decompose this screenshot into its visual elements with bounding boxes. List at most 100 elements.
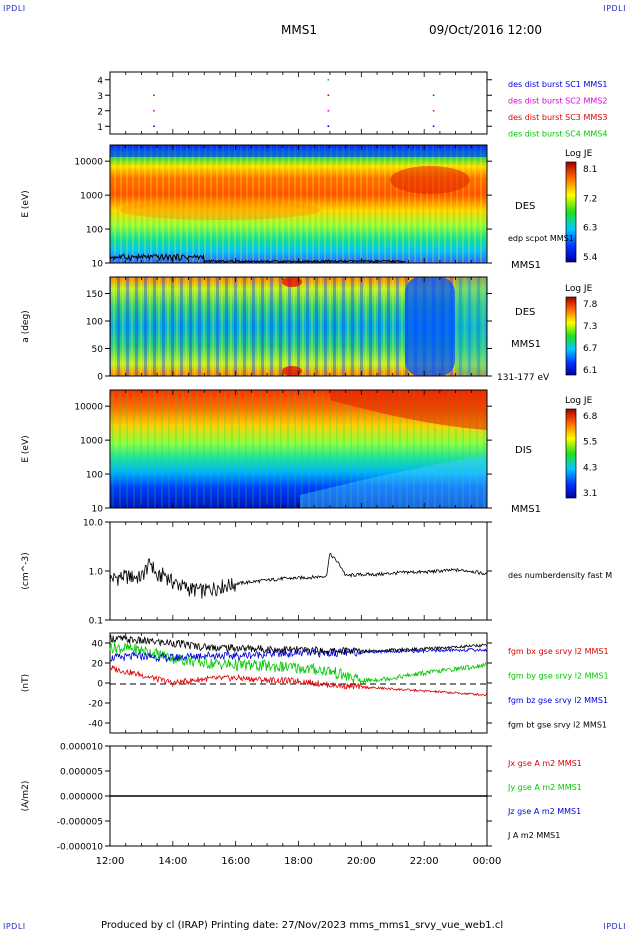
colorbar-title: Log JE xyxy=(565,396,593,406)
y-tick-label: 0 xyxy=(97,373,103,383)
time-tick-label: 20:00 xyxy=(347,856,376,867)
time-tick-label: 12:00 xyxy=(96,856,125,867)
y-tick-label: 3 xyxy=(97,92,103,102)
density-y-axis: 0.1 1.0 10.0 (cm^-3) xyxy=(21,519,492,627)
des-energy-band xyxy=(120,200,320,220)
time-tick-label: 16:00 xyxy=(221,856,250,867)
y-tick-label: 50 xyxy=(92,345,104,355)
corner-mark-bottom-right: IPDLI xyxy=(603,922,626,931)
y-tick-label: -40 xyxy=(88,720,103,730)
edp-scpot-label: edp scpot MMS1 xyxy=(508,234,574,243)
y-tick-label: -20 xyxy=(88,700,103,710)
des-energy-hot-spot xyxy=(390,166,470,194)
magnetic-field-line xyxy=(109,664,488,697)
burst-point xyxy=(153,109,155,112)
y-tick-label: -0.000005 xyxy=(57,818,103,828)
y-tick-label: 0 xyxy=(97,680,103,690)
footer-credit: Produced by cl (IRAP) Printing date: 27/… xyxy=(101,920,504,931)
magnetic-field-legend-entry: fgm by gse srvy l2 MMS1 xyxy=(508,672,609,681)
y-tick-label: 100 xyxy=(86,226,103,236)
des-pitch-red-spot-bottom xyxy=(282,366,302,376)
dis-energy-y-axis: 10 100 1000 10000 E (eV) xyxy=(21,403,492,515)
des-pitch-spacecraft-label: MMS1 xyxy=(511,339,541,350)
des-pitch-late-region xyxy=(455,277,487,376)
time-tick-label: 00:00 xyxy=(473,856,502,867)
y-axis-label: E (eV) xyxy=(21,190,31,217)
colorbar-title: Log JE xyxy=(565,149,593,159)
current-density-legend-entry: Jx gse A m2 MMS1 xyxy=(507,759,582,768)
time-tick-label: 14:00 xyxy=(158,856,187,867)
y-tick-label: -0.000010 xyxy=(57,843,103,853)
colorbar-tick-label: 3.1 xyxy=(583,489,597,499)
panel-dis-energy: 10 100 1000 10000 E (eV) xyxy=(21,389,492,515)
burst-y-axis: 1 2 3 4 xyxy=(97,76,492,133)
colorbar-title: Log JE xyxy=(565,284,593,294)
corner-mark-top-left: IPDLI xyxy=(3,4,26,13)
current-density-legend-entry: Jz gse A m2 MMS1 xyxy=(507,807,581,816)
y-axis-label: a (deg) xyxy=(21,310,31,342)
colorbar-tick-label: 6.3 xyxy=(583,224,597,234)
colorbar-tick-label: 7.8 xyxy=(583,300,598,310)
y-tick-label: 1 xyxy=(97,123,103,133)
burst-point xyxy=(153,125,155,128)
y-tick-label: 10 xyxy=(92,505,104,515)
y-tick-label: 0.1 xyxy=(89,617,103,627)
y-tick-label: 0.000010 xyxy=(60,743,103,753)
density-series xyxy=(109,552,488,599)
y-tick-label: 40 xyxy=(92,640,104,650)
panel-des-energy: 10 100 1000 10000 E (eV) xyxy=(21,144,492,270)
colorbar-des-energy-scale xyxy=(565,161,577,263)
time-tick-label: 18:00 xyxy=(284,856,313,867)
des-energy-spacecraft-label: MMS1 xyxy=(511,260,541,271)
y-tick-label: 2 xyxy=(97,107,103,117)
time-tick-label: 22:00 xyxy=(410,856,439,867)
panel-burst-frame xyxy=(109,71,488,135)
current-density-legend-entry: Jy gse A m2 MMS1 xyxy=(507,783,582,792)
colorbar-des-pitch-scale xyxy=(565,296,577,376)
dis-energy-spacecraft-label: MMS1 xyxy=(511,504,541,515)
current-density-y-axis: -0.000010 -0.000005 0.000000 0.000005 0.0000… xyxy=(21,743,492,853)
datetime-title: 09/Oct/2016 12:00 xyxy=(429,23,543,37)
colorbar-tick-label: 6.8 xyxy=(583,412,598,422)
burst-point xyxy=(327,78,330,81)
colorbar-tick-label: 6.1 xyxy=(583,366,597,376)
y-axis-label: (A/m2) xyxy=(21,781,31,812)
edp-scpot-line xyxy=(109,252,406,264)
burst-marks xyxy=(153,78,435,128)
panel-current-density: -0.000010 -0.000005 0.000000 0.000005 0.0000… xyxy=(21,743,492,853)
time-axis-ticks xyxy=(109,72,488,846)
des-pitch-blue-region xyxy=(405,277,455,376)
magnetic-field-legend-entry: fgm bx gse srvy l2 MMS1 xyxy=(508,647,609,656)
magnetic-field-legend-entry: fgm bt gse srvy l2 MMS1 xyxy=(508,721,607,730)
colorbar-tick-label: 7.3 xyxy=(583,322,597,332)
dis-energy-instrument-label: DIS xyxy=(515,445,532,456)
y-tick-label: 10.0 xyxy=(83,519,103,529)
dis-energy-late-region xyxy=(300,455,487,508)
colorbar-tick-label: 5.4 xyxy=(583,253,598,263)
y-tick-label: 1000 xyxy=(80,437,103,447)
burst-point xyxy=(327,94,330,97)
panel-density: 0.1 1.0 10.0 (cm^-3) xyxy=(21,519,492,627)
panel-des-pitch: 0 50 100 150 a (deg) xyxy=(21,276,492,383)
current-density-legend-entry: J A m2 MMS1 xyxy=(507,831,560,840)
panel-burst: 1 2 3 4 xyxy=(97,71,492,135)
dis-energy-hot-band xyxy=(330,390,487,430)
colorbar-tick-label: 5.5 xyxy=(583,438,597,448)
colorbar-tick-label: 4.3 xyxy=(583,463,597,473)
spacecraft-title: MMS1 xyxy=(281,23,317,37)
corner-mark-top-right: IPDLI xyxy=(603,4,626,13)
colorbar-dis-energy xyxy=(565,408,577,499)
burst-point xyxy=(153,94,155,97)
y-tick-label: 10000 xyxy=(74,403,103,413)
colorbar-dis-energy-scale xyxy=(565,408,577,499)
burst-point xyxy=(327,125,330,128)
density-legend-entry: des numberdensity fast M xyxy=(508,571,612,580)
des-pitch-red-spot-top xyxy=(282,277,302,287)
colorbar-tick-label: 6.7 xyxy=(583,344,597,354)
burst-point xyxy=(432,94,435,97)
y-axis-label: (cm^-3) xyxy=(21,552,31,589)
burst-legend-entry: des dist burst SC2 MMS2 xyxy=(508,97,607,106)
des-pitch-instrument-label: DES xyxy=(515,307,535,318)
magnetic-field-y-axis: -40 -20 0 20 40 (nT) xyxy=(21,640,492,730)
